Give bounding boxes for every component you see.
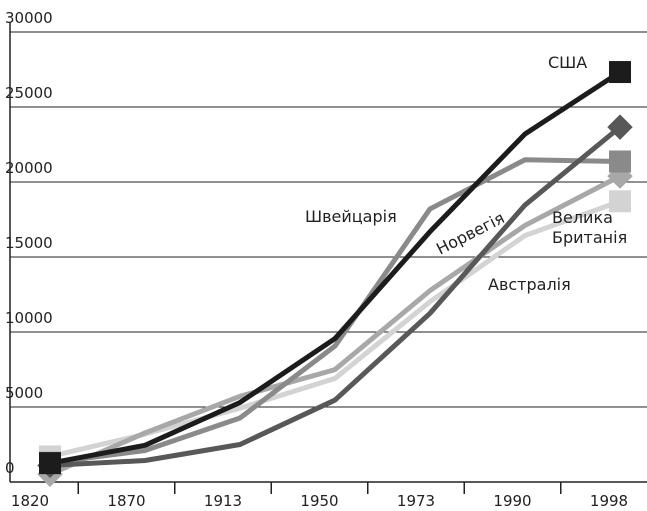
marker [39,452,61,475]
series-label: Велика Британія [552,208,628,247]
x-tick-label: 1820 [11,492,49,510]
series-label: Швейцарія [305,207,397,226]
marker [609,61,631,84]
x-tick-label: 1998 [590,492,628,510]
y-tick-label: 10000 [5,309,53,327]
series-line [49,125,622,468]
x-tick-label: 1870 [107,492,145,510]
series-line [49,173,622,477]
series-label-box: Велика Британія [552,208,628,247]
y-tick-label: 30000 [5,9,53,27]
x-tick-label: 1973 [397,492,435,510]
x-tick-label: 1913 [204,492,242,510]
y-tick-label: 25000 [5,84,53,102]
marker [609,190,631,213]
series-label: США [548,53,587,72]
series-line [49,69,622,466]
series-line [49,157,621,466]
x-tick-label: 1990 [493,492,531,510]
y-tick-label: 15000 [5,234,53,252]
x-tick-label: 1950 [300,492,338,510]
y-tick-label: 20000 [5,159,53,177]
marker [609,150,631,173]
series-line [49,198,621,459]
y-tick-label: 5000 [5,384,43,402]
series-label: Австралія [488,275,571,294]
marker [607,114,633,140]
